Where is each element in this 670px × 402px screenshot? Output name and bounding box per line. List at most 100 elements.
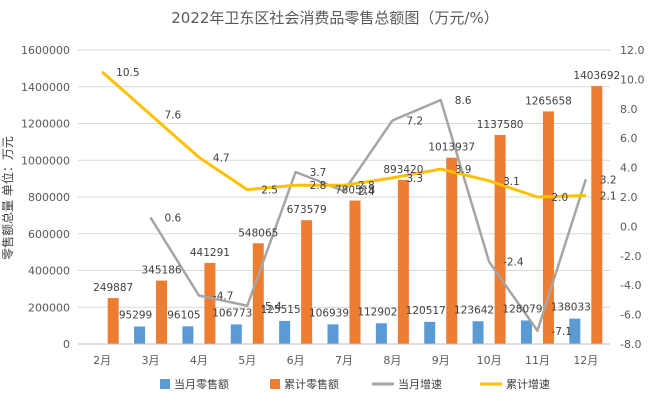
line-point xyxy=(585,178,587,180)
y-right-tick-label: 8.0 xyxy=(620,103,638,116)
data-label: 249887 xyxy=(93,282,133,294)
legend-label: 当月零售额 xyxy=(174,377,229,391)
line-point xyxy=(101,71,103,73)
data-label: 1137580 xyxy=(477,119,524,131)
x-tick-label: 9月 xyxy=(432,354,450,367)
data-label: 548065 xyxy=(238,227,278,239)
data-label: 0.6 xyxy=(165,213,182,225)
data-label: 441291 xyxy=(190,247,230,259)
line-point xyxy=(150,217,152,219)
y-right-tick-label: -2.0 xyxy=(620,250,641,263)
data-label: 7.2 xyxy=(406,116,423,128)
line-point xyxy=(246,189,248,191)
y-right-tick-label: 2.0 xyxy=(620,191,638,204)
legend-label: 累计零售额 xyxy=(284,377,339,391)
data-label: 128079 xyxy=(502,303,542,315)
x-tick-label: 3月 xyxy=(142,354,160,367)
data-label: 106773 xyxy=(212,307,252,319)
bar xyxy=(204,262,216,344)
bar xyxy=(107,298,119,344)
y-left-tick-label: 200000 xyxy=(28,301,70,314)
x-tick-label: 7月 xyxy=(335,354,353,367)
bar xyxy=(446,157,458,344)
y-axis-left-title: 零售额总量 单位：万元 xyxy=(0,136,15,260)
data-label: 120517 xyxy=(406,305,446,317)
bar xyxy=(252,243,264,344)
line-point xyxy=(536,330,538,332)
bar xyxy=(156,280,168,344)
data-label: 106939 xyxy=(309,307,349,319)
y-left-tick-label: 400000 xyxy=(28,265,70,278)
line-point xyxy=(295,171,297,173)
line-point xyxy=(198,294,200,296)
line-point xyxy=(391,177,393,179)
data-label: -7.1 xyxy=(551,326,572,338)
data-label: 125515 xyxy=(261,304,301,316)
y-left-tick-label: 1200000 xyxy=(21,118,70,131)
data-label: 2.5 xyxy=(261,185,278,197)
data-label: -5.4 xyxy=(261,301,282,313)
line-point xyxy=(391,120,393,122)
y-right-tick-label: 6.0 xyxy=(620,132,638,145)
line-point xyxy=(198,156,200,158)
data-label: 673579 xyxy=(287,204,327,216)
data-label: 3.3 xyxy=(406,173,423,185)
bar xyxy=(520,320,532,344)
y-right-tick-label: 10.0 xyxy=(620,73,645,86)
data-label: 2.1 xyxy=(600,191,617,203)
bar xyxy=(542,111,554,345)
x-tick-label: 8月 xyxy=(383,354,401,367)
data-label: 138033 xyxy=(551,302,591,314)
data-label: -4.7 xyxy=(213,290,234,302)
y-left-tick-label: 0 xyxy=(63,338,70,351)
legend-label: 当月增速 xyxy=(398,377,442,391)
x-tick-label: 5月 xyxy=(238,354,256,367)
x-tick-label: 4月 xyxy=(190,354,208,367)
data-label: 1013937 xyxy=(428,142,475,154)
data-label: 2.8 xyxy=(310,180,327,192)
data-label: 96105 xyxy=(167,309,200,321)
data-label: 2.8 xyxy=(358,180,375,192)
data-label: 7.6 xyxy=(165,110,182,122)
data-label: 95299 xyxy=(119,309,152,321)
y-right-tick-label: -6.0 xyxy=(620,309,641,322)
legend-label: 累计增速 xyxy=(506,377,550,391)
bar xyxy=(134,326,146,344)
line-point xyxy=(295,184,297,186)
bar xyxy=(327,324,339,344)
legend-swatch xyxy=(270,379,280,389)
data-label: 893420 xyxy=(383,164,423,176)
y-right-tick-label: 0.0 xyxy=(620,220,638,233)
data-label: 1403692 xyxy=(573,70,620,82)
chart-title: 2022年卫东区社会消费品零售总额图（万元/%） xyxy=(171,9,498,27)
bar xyxy=(424,321,436,344)
data-label: 780518 xyxy=(335,185,375,197)
y-right-tick-label: -8.0 xyxy=(620,338,641,351)
x-tick-label: 12月 xyxy=(573,354,598,367)
line-point xyxy=(246,305,248,307)
data-label: 3.1 xyxy=(503,176,520,188)
data-label: -2.4 xyxy=(503,257,524,269)
line-point xyxy=(585,195,587,197)
data-label: 2.0 xyxy=(551,192,568,204)
line-point xyxy=(536,196,538,198)
data-label: 112902 xyxy=(357,306,397,318)
data-label: 3.7 xyxy=(310,167,327,179)
legend: 当月零售额 累计零售额 当月增速 累计增速 xyxy=(160,377,550,391)
y-left-tick-label: 1600000 xyxy=(21,44,70,57)
y-left-tick-label: 1400000 xyxy=(21,81,70,94)
data-label: 2.4 xyxy=(358,186,375,198)
data-label: 1265658 xyxy=(525,95,572,107)
bar xyxy=(182,326,194,344)
data-label: 4.7 xyxy=(213,152,230,164)
bar xyxy=(301,220,313,344)
line-point xyxy=(150,114,152,116)
data-label: 345186 xyxy=(141,265,181,277)
x-tick-label: 10月 xyxy=(477,354,502,367)
bar xyxy=(494,134,506,344)
lines-layer xyxy=(101,70,588,333)
axes-layer: 0 200000 400000 600000 800000 1000000 1200000 1… xyxy=(21,44,645,367)
bar xyxy=(375,323,387,344)
data-label: 3.2 xyxy=(600,174,617,186)
